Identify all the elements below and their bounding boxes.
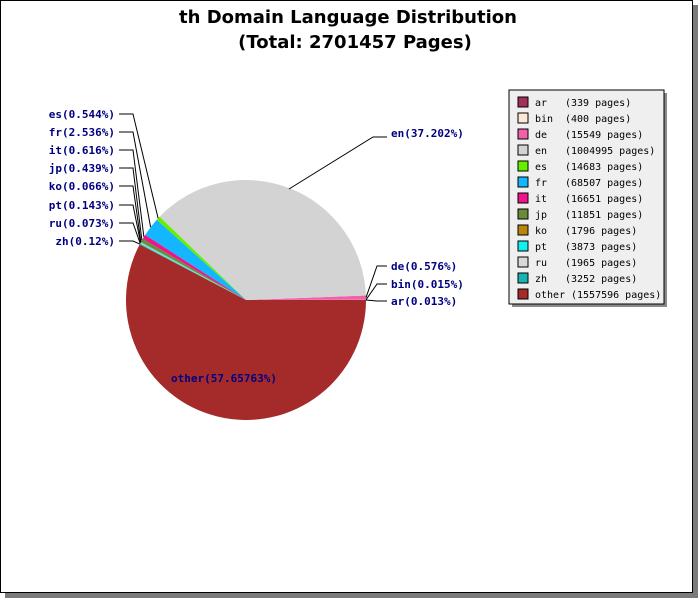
legend-pages-es: (14683 pages) <box>565 162 643 173</box>
leader-line-bin <box>365 283 387 301</box>
pie-slice-jp <box>141 238 246 300</box>
legend-pages-other: (1557596 pages) <box>571 290 661 301</box>
legend-pages-pt: (3873 pages) <box>565 242 637 253</box>
legend-name-es: es <box>535 162 547 173</box>
slice-label-ar: ar(0.013%) <box>391 295 457 308</box>
legend-name-other: other <box>535 290 565 301</box>
slice-label-en: en(37.202%) <box>391 127 464 140</box>
legend-name-it: it <box>535 194 547 205</box>
legend-pages-bin: (400 pages) <box>565 114 631 125</box>
pie-slice-en <box>159 180 366 300</box>
pie-slice-ko <box>140 241 246 300</box>
leader-line-es <box>119 113 159 219</box>
leader-line-de <box>365 265 387 298</box>
legend-swatch-bin <box>517 112 529 124</box>
chart-frame: th Domain Language Distribution (Total: … <box>0 0 693 593</box>
slice-label-ru: ru(0.073%) <box>49 217 115 230</box>
legend-pages-en: (1004995 pages) <box>565 146 655 157</box>
legend-pages-ko: (1796 pages) <box>565 226 637 237</box>
leader-line-fr <box>119 131 152 228</box>
slice-label-bin: bin(0.015%) <box>391 278 464 291</box>
slice-label-fr: fr(2.536%) <box>49 126 115 139</box>
slice-label-ko: ko(0.066%) <box>49 180 115 193</box>
slice-label-de: de(0.576%) <box>391 260 457 273</box>
legend-name-ko: ko <box>535 226 547 237</box>
legend-pages-jp: (11851 pages) <box>565 210 643 221</box>
leader-line-ru <box>119 222 141 244</box>
legend-swatch-ru <box>517 256 529 268</box>
legend-name-jp: jp <box>535 210 547 221</box>
leader-line-ar <box>365 299 387 302</box>
legend-name-de: de <box>535 130 547 141</box>
legend-name-pt: pt <box>535 242 547 253</box>
legend-name-fr: fr <box>535 178 547 189</box>
legend-swatch-other <box>517 288 529 300</box>
legend-swatch-pt <box>517 240 529 252</box>
leader-line-it <box>119 149 145 237</box>
legend-swatch-ar <box>517 96 529 108</box>
legend-name-ar: ar <box>535 98 547 109</box>
legend-pages-de: (15549 pages) <box>565 130 643 141</box>
slice-label-jp: jp(0.439%) <box>49 162 115 175</box>
legend-name-bin: bin <box>535 114 553 125</box>
pie-slice-de <box>246 295 366 300</box>
legend-name-en: en <box>535 146 547 157</box>
leader-line-en <box>288 136 387 190</box>
pie-slices <box>126 180 367 420</box>
legend-swatch-de <box>517 128 529 140</box>
legend-box <box>508 89 665 305</box>
legend-pages-fr: (68507 pages) <box>565 178 643 189</box>
pie-slice-other <box>126 244 367 420</box>
chart-subtitle: (Total: 2701457 Pages) <box>238 32 472 53</box>
leader-line-jp <box>119 167 143 241</box>
chart-title: th Domain Language Distribution <box>179 7 517 28</box>
legend-name-ru: ru <box>535 258 547 269</box>
legend: ar (339 pages) bin (400 pages) de (15549 page… <box>508 89 667 307</box>
legend-swatch-ko <box>517 224 529 236</box>
legend-pages-ru: (1965 pages) <box>565 258 637 269</box>
slice-label-es: es(0.544%) <box>49 108 115 121</box>
legend-swatch-it <box>517 192 529 204</box>
leader-line-pt <box>119 204 142 243</box>
slice-label-pt: pt(0.143%) <box>49 199 115 212</box>
legend-swatch-jp <box>517 208 529 220</box>
legend-swatch-es <box>517 160 529 172</box>
leader-line-ko <box>119 185 142 243</box>
pie-slice-es <box>156 216 246 300</box>
legend-pages-it: (16651 pages) <box>565 194 643 205</box>
slice-label-it: it(0.616%) <box>49 144 115 157</box>
slice-label-other: other(57.65763%) <box>171 372 277 385</box>
slice-label-zh: zh(0.12%) <box>55 235 115 248</box>
legend-pages-zh: (3252 pages) <box>565 274 637 285</box>
legend-pages-ar: (339 pages) <box>565 98 631 109</box>
pie-slice-it <box>142 234 246 300</box>
legend-swatch-zh <box>517 272 529 284</box>
pie-chart: th Domain Language Distribution (Total: … <box>49 7 667 420</box>
legend-name-zh: zh <box>535 274 547 285</box>
pie-slice-zh <box>139 243 246 300</box>
slice-labels: ar(0.013%) bin(0.015%) de(0.576%) en(37.202… <box>49 108 464 385</box>
pie-slice-fr <box>145 219 246 300</box>
legend-swatch-fr <box>517 176 529 188</box>
legend-swatch-en <box>517 144 529 156</box>
pie-slice-pt <box>140 242 246 300</box>
pie-slice-ru <box>140 243 246 300</box>
leader-line-zh <box>119 240 141 245</box>
slice-leader-lines <box>119 113 387 302</box>
